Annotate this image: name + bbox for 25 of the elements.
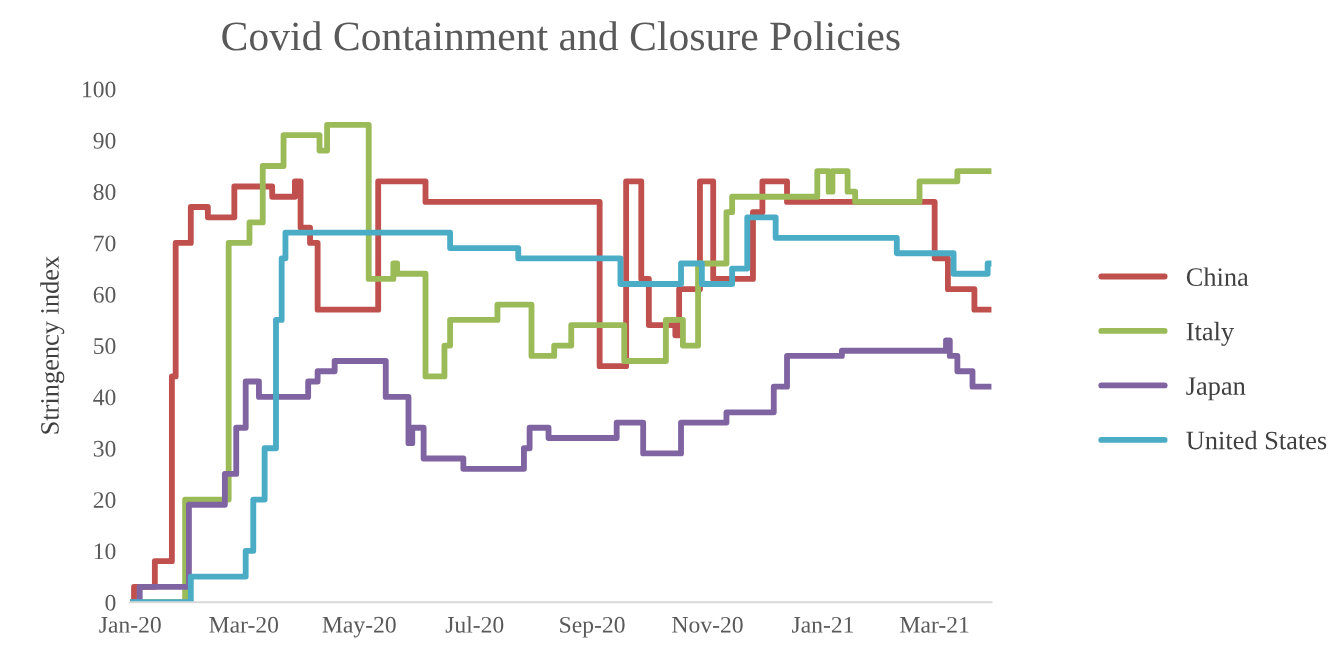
x-tick-label: Jan-20 — [99, 616, 161, 633]
x-tick-label: Mar-20 — [209, 616, 279, 633]
y-tick-label: 80 — [93, 184, 116, 201]
legend-label: United States — [1186, 430, 1327, 450]
y-axis-title: Stringency index — [40, 256, 65, 434]
x-tick-label: Mar-21 — [900, 616, 969, 633]
chart-title: Covid Containment and Closure Policies — [222, 21, 900, 51]
y-tick-label: 70 — [94, 235, 116, 252]
y-tick-label: 10 — [94, 543, 116, 560]
x-tick-label: May-20 — [322, 616, 396, 638]
x-tick-label: Jul-20 — [445, 616, 504, 633]
x-tick-label: Nov-20 — [672, 616, 743, 633]
x-tick-label: Sep-20 — [560, 616, 625, 638]
legend-label: Japan — [1186, 377, 1246, 401]
y-tick-label: 60 — [93, 286, 116, 303]
y-tick-label: 0 — [105, 594, 116, 611]
legend-label: Italy — [1186, 321, 1234, 346]
y-tick-label: 100 — [83, 81, 116, 98]
y-tick-label: 40 — [93, 389, 116, 406]
y-tick-label: 30 — [93, 440, 116, 457]
legend-label: China — [1186, 267, 1249, 286]
y-tick-label: 50 — [94, 338, 116, 355]
y-tick-label: 20 — [93, 492, 116, 509]
x-tick-label: Jan-21 — [792, 616, 854, 633]
y-tick-label: 90 — [93, 132, 116, 149]
